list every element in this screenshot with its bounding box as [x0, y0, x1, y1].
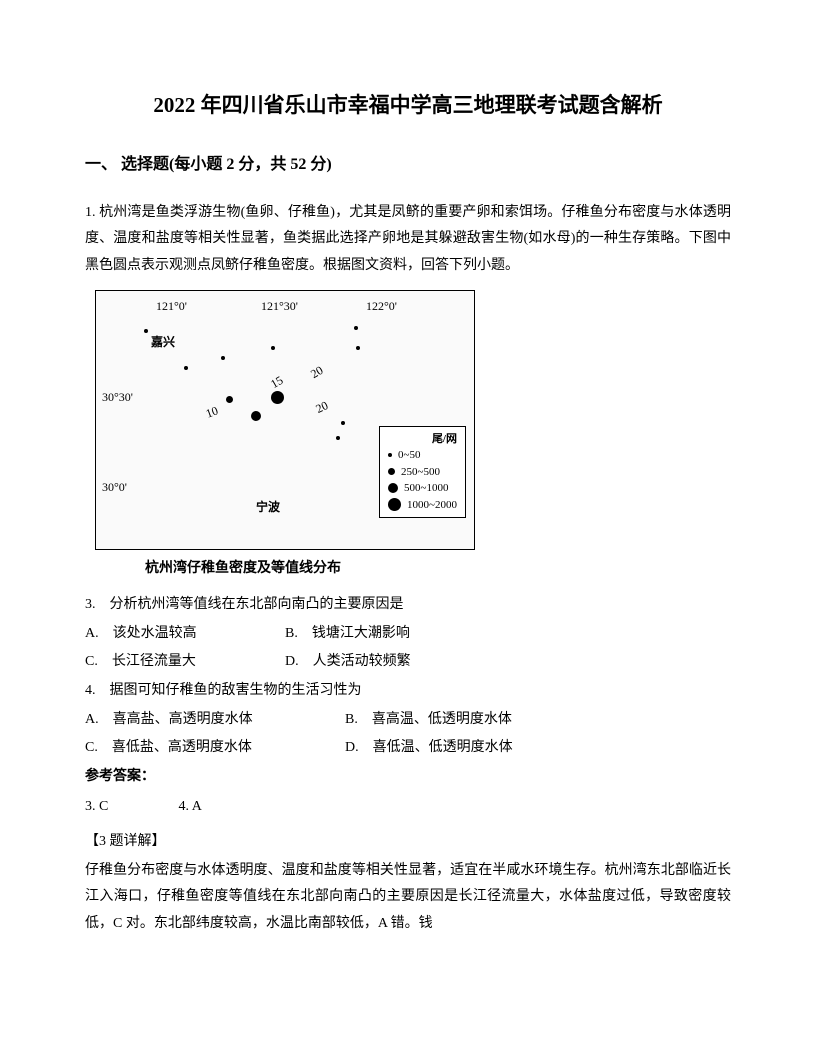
map-figure: 121°0' 121°30' 122°0' 30°30' 30°0' 嘉兴 宁波… [95, 290, 475, 550]
isoline-label: 10 [202, 399, 221, 425]
question-stem: 3. 分析杭州湾等值线在东北部向南凸的主要原因是 [85, 592, 731, 619]
legend-row: 500~1000 [388, 480, 457, 497]
coord-label: 122°0' [366, 295, 397, 318]
option-d: D. 人类活动较频繁 [285, 649, 485, 676]
coord-label: 30°0' [102, 476, 127, 499]
isoline-label: 20 [306, 359, 328, 385]
coord-label: 121°0' [156, 295, 187, 318]
density-dot [184, 366, 188, 370]
density-dot [221, 356, 225, 360]
legend-row: 250~500 [388, 464, 457, 481]
density-dot [251, 411, 261, 421]
option-b: B. 钱塘江大潮影响 [285, 621, 485, 648]
density-dot [354, 326, 358, 330]
option-b: B. 喜高温、低透明度水体 [345, 707, 605, 734]
answer-3: 3. C [85, 794, 175, 821]
density-dot [226, 396, 233, 403]
city-label: 宁波 [256, 496, 280, 519]
isoline-label: 20 [312, 394, 333, 420]
option-c: C. 长江径流量大 [85, 649, 285, 676]
legend-row: 1000~2000 [388, 497, 457, 514]
legend-title: 尾/网 [388, 431, 457, 448]
density-dot [144, 329, 148, 333]
coord-label: 30°30' [102, 386, 133, 409]
question-intro: 1. 杭州湾是鱼类浮游生物(鱼卵、仔稚鱼)，尤其是凤鲚的重要产卵和索饵场。仔稚鱼… [85, 200, 731, 280]
density-dot [271, 391, 284, 404]
option-d: D. 喜低温、低透明度水体 [345, 735, 605, 762]
explain-label: 【3 题详解】 [85, 829, 731, 856]
density-dot [336, 436, 340, 440]
density-dot [356, 346, 360, 350]
figure-container: 121°0' 121°30' 122°0' 30°30' 30°0' 嘉兴 宁波… [95, 290, 731, 583]
density-dot [341, 421, 345, 425]
section-header: 一、 选择题(每小题 2 分，共 52 分) [85, 150, 731, 180]
density-dot [271, 346, 275, 350]
answer-label: 参考答案： [85, 764, 731, 791]
coord-label: 121°30' [261, 295, 298, 318]
city-label: 嘉兴 [151, 331, 175, 354]
options-row: C. 长江径流量大 D. 人类活动较频繁 [85, 649, 731, 676]
option-c: C. 喜低盐、高透明度水体 [85, 735, 345, 762]
answer-4: 4. A [179, 794, 269, 821]
options-row: A. 喜高盐、高透明度水体 B. 喜高温、低透明度水体 [85, 707, 731, 734]
options-row: A. 该处水温较高 B. 钱塘江大潮影响 [85, 621, 731, 648]
question-stem: 4. 据图可知仔稚鱼的敌害生物的生活习性为 [85, 678, 731, 705]
explain-text: 仔稚鱼分布密度与水体透明度、温度和盐度等相关性显著，适宜在半咸水环境生存。杭州湾… [85, 858, 731, 938]
legend: 尾/网 0~50 250~500 500~1000 1000~2000 [379, 426, 466, 519]
answer-row: 3. C 4. A [85, 794, 731, 821]
options-row: C. 喜低盐、高透明度水体 D. 喜低温、低透明度水体 [85, 735, 731, 762]
document-title: 2022 年四川省乐山市幸福中学高三地理联考试题含解析 [85, 90, 731, 122]
figure-caption: 杭州湾仔稚鱼密度及等值线分布 [145, 556, 731, 583]
option-a: A. 该处水温较高 [85, 621, 285, 648]
legend-row: 0~50 [388, 447, 457, 464]
option-a: A. 喜高盐、高透明度水体 [85, 707, 345, 734]
